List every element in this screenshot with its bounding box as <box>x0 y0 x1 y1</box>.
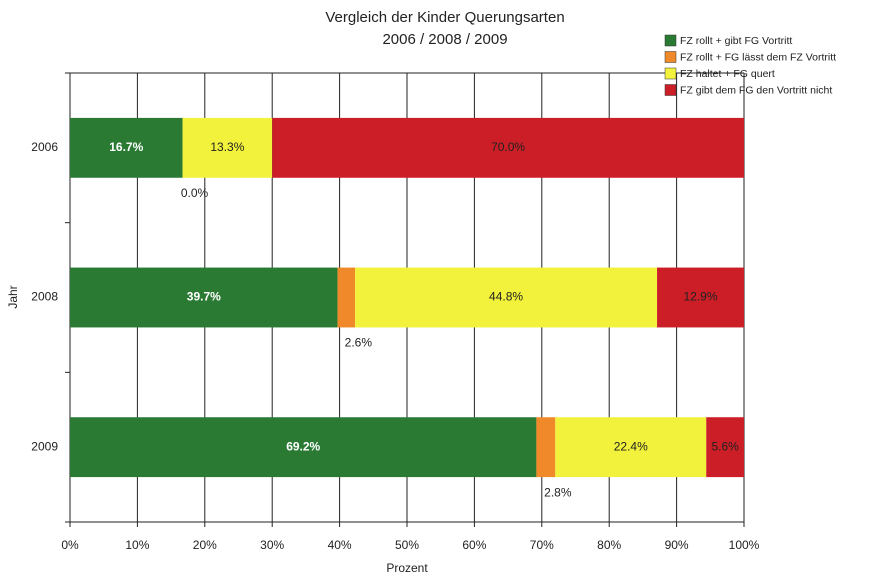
data-label: 39.7% <box>187 290 221 304</box>
chart-title: Vergleich der Kinder Querungsarten <box>325 9 564 26</box>
bar-segment <box>536 417 556 478</box>
legend-text: FZ rollt + FG lässt dem FZ Vortritt <box>680 51 836 63</box>
legend-text: FZ haltet + FG quert <box>680 68 775 80</box>
x-tick-label: 20% <box>193 538 217 552</box>
y-tick-label: 2009 <box>31 439 58 453</box>
x-tick-label: 30% <box>260 538 284 552</box>
data-label: 44.8% <box>489 290 523 304</box>
bar-segment <box>355 267 658 328</box>
legend-swatch <box>664 84 677 96</box>
x-axis-label: Prozent <box>386 561 428 575</box>
bar-segment <box>70 117 183 178</box>
data-label: 13.3% <box>210 140 244 154</box>
x-tick-label: 100% <box>729 538 760 552</box>
data-label: 69.2% <box>286 439 320 453</box>
x-tick-label: 0% <box>61 538 79 552</box>
x-tick-label: 10% <box>125 538 149 552</box>
x-tick-label: 70% <box>530 538 554 552</box>
x-tick-label: 50% <box>395 538 419 552</box>
x-tick-label: 80% <box>597 538 621 552</box>
bar-segment <box>337 267 356 328</box>
bar-segment <box>706 417 744 478</box>
data-label: 5.6% <box>711 439 739 453</box>
data-label: 16.7% <box>109 140 143 154</box>
bar-segment <box>657 267 744 328</box>
y-tick-label: 2008 <box>31 290 58 304</box>
y-axis-label: Jahr <box>6 285 20 308</box>
data-label: 0.0% <box>181 186 209 200</box>
legend-text: FZ gibt dem FG den Vortritt nicht <box>680 84 832 96</box>
data-label: 22.4% <box>614 439 648 453</box>
x-tick-label: 60% <box>462 538 486 552</box>
x-tick-label: 90% <box>665 538 689 552</box>
bar-segment <box>70 417 537 478</box>
data-label: 12.9% <box>684 290 718 304</box>
chart-subtitle: 2006 / 2008 / 2009 <box>382 31 507 48</box>
x-tick-label: 40% <box>328 538 352 552</box>
data-label: 70.0% <box>491 140 525 154</box>
legend-swatch <box>664 67 677 80</box>
bar-segment <box>70 267 338 328</box>
bar-segment <box>182 117 273 178</box>
legend-text: FZ rollt + gibt FG Vortritt <box>680 35 792 47</box>
y-tick-label: 2006 <box>31 140 58 154</box>
legend-swatch <box>664 51 677 63</box>
bar-segment <box>555 417 707 478</box>
bar-segment <box>272 117 744 178</box>
legend-swatch <box>664 34 677 47</box>
data-label: 2.8% <box>544 485 572 499</box>
data-label: 2.6% <box>345 336 373 350</box>
